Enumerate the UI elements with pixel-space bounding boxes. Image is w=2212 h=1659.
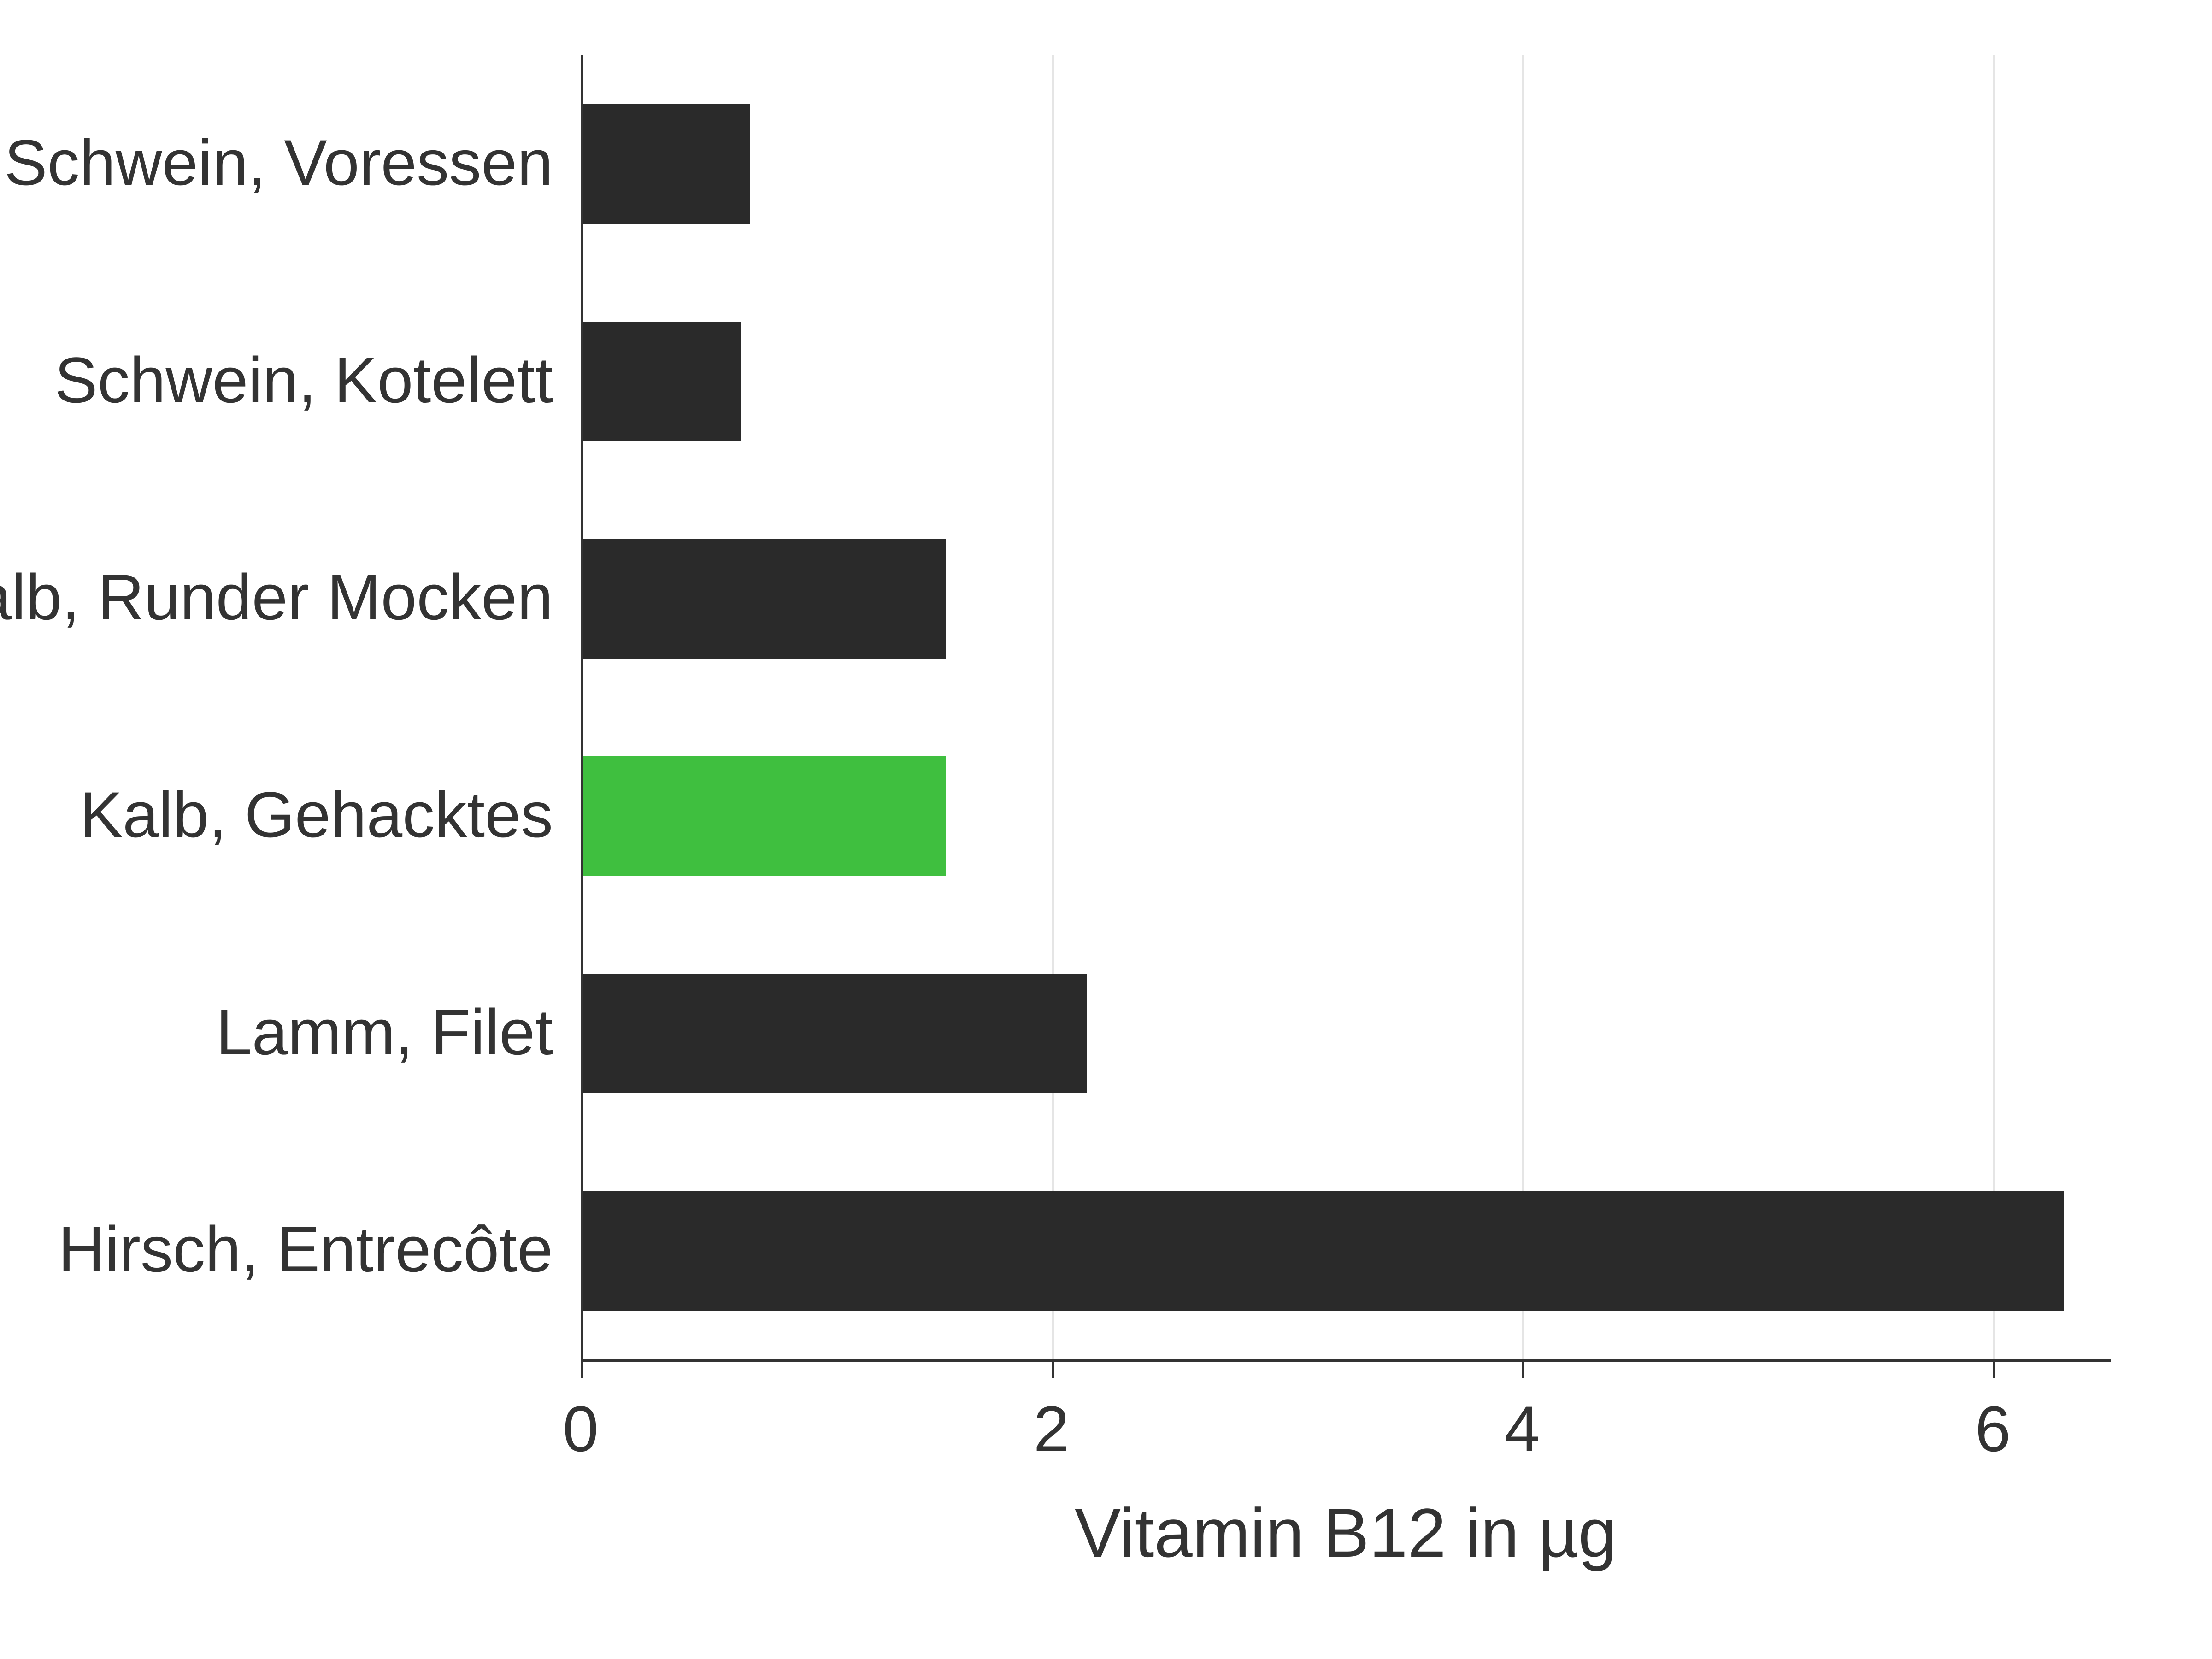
y-axis-label: Kalb, Runder Mocken <box>0 560 553 635</box>
x-axis-line <box>581 1359 2111 1362</box>
bar <box>581 1191 2064 1310</box>
grid-line <box>1522 55 1524 1359</box>
y-axis-label: Hirsch, Entrecôte <box>58 1212 553 1287</box>
x-axis-tick <box>1993 1359 1995 1378</box>
y-axis-label: Schwein, Voressen <box>4 125 553 200</box>
x-axis-tick <box>1052 1359 1054 1378</box>
y-axis-line <box>581 55 583 1359</box>
bar <box>581 974 1087 1093</box>
bar <box>581 322 741 441</box>
plot-area <box>581 55 2111 1359</box>
bar <box>581 539 946 658</box>
x-axis-tick-label: 6 <box>1975 1392 2011 1466</box>
vitamin-b12-bar-chart: Schwein, Voressen Schwein, Kotelett Kalb, … <box>0 0 2212 1659</box>
x-axis-tick <box>1522 1359 1524 1378</box>
grid-line <box>1993 55 1995 1359</box>
bar <box>581 104 750 224</box>
grid-line <box>1052 55 1054 1359</box>
x-axis-tick-label: 2 <box>1034 1392 1070 1466</box>
x-axis-tick-label: 0 <box>563 1392 599 1466</box>
x-axis-tick-label: 4 <box>1504 1392 1540 1466</box>
bar <box>581 756 946 876</box>
y-axis-label: Lamm, Filet <box>216 995 553 1070</box>
x-axis-title: Vitamin B12 in µg <box>581 1493 2111 1573</box>
y-axis-label: Schwein, Kotelett <box>54 343 553 418</box>
y-axis-label: Kalb, Gehacktes <box>80 777 553 852</box>
x-axis-tick <box>581 1359 583 1378</box>
